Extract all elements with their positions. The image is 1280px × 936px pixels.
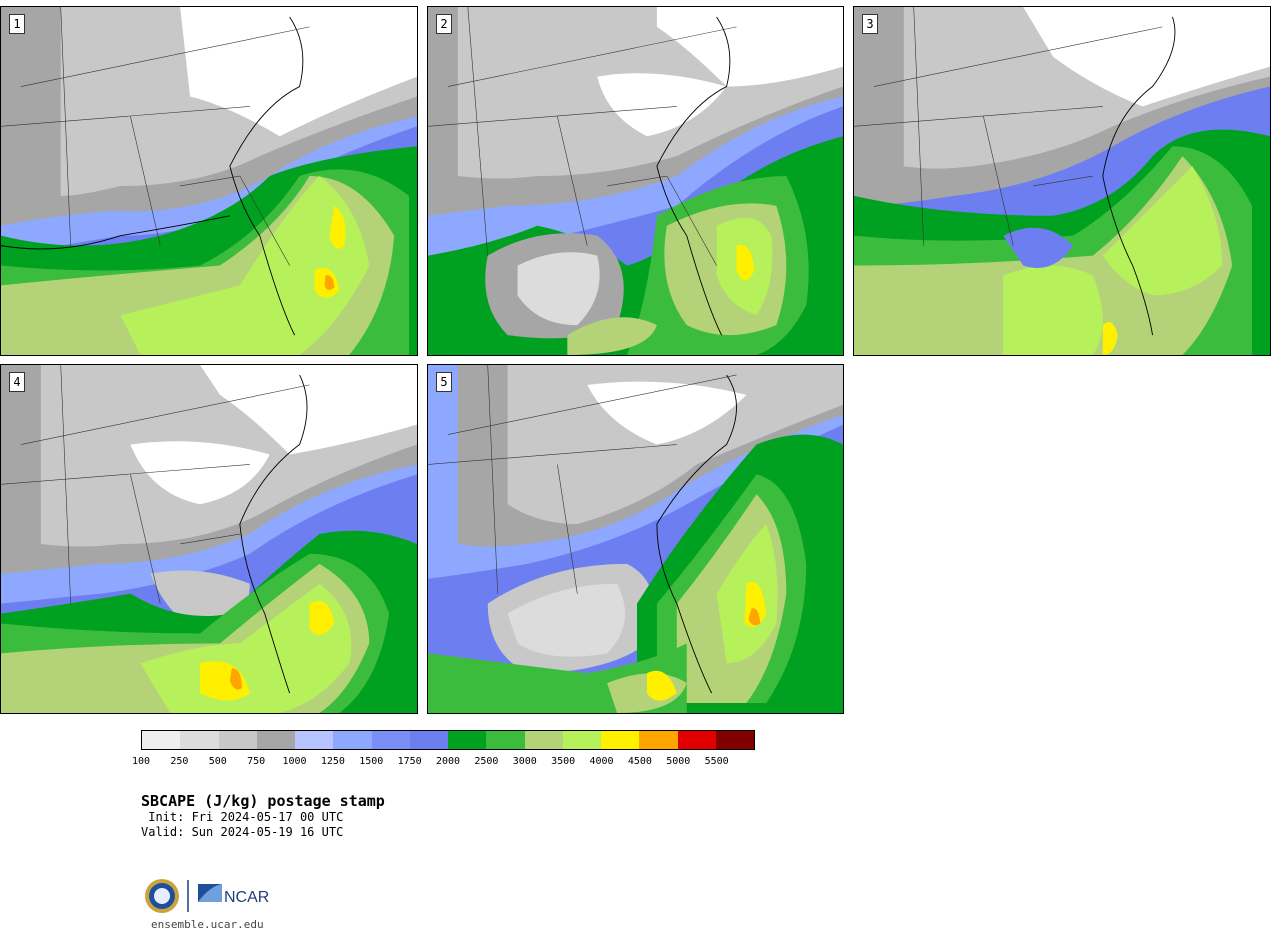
colorbar-tick-label: 5000 <box>666 756 691 767</box>
chart-title: SBCAPE (J/kg) postage stamp <box>141 792 385 810</box>
map-panel-4-graphic <box>1 365 417 713</box>
colorbar-swatch <box>639 731 678 749</box>
panel-number: 5 <box>436 372 452 392</box>
colorbar <box>141 730 755 750</box>
colorbar-tick-label: 1000 <box>282 756 307 767</box>
colorbar-swatch <box>256 731 295 749</box>
panel-number: 4 <box>9 372 25 392</box>
colorbar-swatch <box>409 731 448 749</box>
colorbar-swatch <box>601 731 640 749</box>
map-panel-5-graphic <box>428 365 843 713</box>
nsf-seal-icon: NCAR <box>145 879 269 913</box>
panel-number: 3 <box>862 14 878 34</box>
colorbar-tick-label: 1750 <box>397 756 422 767</box>
colorbar-swatch <box>524 731 563 749</box>
map-panel-2: 2 <box>427 6 844 356</box>
map-panel-1: 1 <box>0 6 418 356</box>
colorbar-tick-label: 3500 <box>551 756 576 767</box>
colorbar-swatch <box>371 731 410 749</box>
map-panel-4: 4 <box>0 364 418 714</box>
colorbar-swatch <box>180 731 219 749</box>
map-panel-3-graphic <box>854 7 1270 355</box>
colorbar-swatch <box>677 731 716 749</box>
colorbar-swatch <box>295 731 334 749</box>
colorbar-tick-label: 5500 <box>704 756 729 767</box>
colorbar-swatch <box>142 731 181 749</box>
colorbar-tick-label: 1500 <box>359 756 384 767</box>
map-panel-3: 3 <box>853 6 1271 356</box>
init-time: Init: Fri 2024-05-17 00 UTC <box>141 810 344 824</box>
colorbar-swatch <box>333 731 372 749</box>
colorbar-tick-label: 250 <box>170 756 189 767</box>
colorbar-tick-label: 2000 <box>435 756 461 767</box>
colorbar-tick-label: 4000 <box>589 756 614 767</box>
colorbar-tick-label: 4500 <box>627 756 652 767</box>
colorbar-tick-label: 750 <box>247 756 266 767</box>
panel-number: 2 <box>436 14 452 34</box>
colorbar-tick-label: 100 <box>131 756 151 767</box>
ncar-logo-text: NCAR <box>224 889 269 906</box>
colorbar-swatch <box>218 731 257 749</box>
colorbar-swatch <box>448 731 487 749</box>
colorbar-tick-label: 2500 <box>474 756 499 767</box>
map-panel-2-graphic <box>428 7 843 355</box>
colorbar-tick-label: 1250 <box>320 756 345 767</box>
valid-time: Valid: Sun 2024-05-19 16 UTC <box>141 825 344 839</box>
colorbar-swatch <box>486 731 525 749</box>
colorbar-swatch <box>562 731 601 749</box>
website-url: ensemble.ucar.edu <box>151 918 264 931</box>
colorbar-swatch <box>715 731 754 749</box>
logos: NCAR <box>144 876 274 916</box>
colorbar-tick-label: 3000 <box>512 756 537 767</box>
panel-number: 1 <box>9 14 25 34</box>
map-panel-5: 5 <box>427 364 844 714</box>
map-panel-1-graphic <box>1 7 417 355</box>
colorbar-tick-label: 500 <box>208 756 227 767</box>
colorbar-tick-labels: 100 250 500 750 1000 1250 1500 1750 2000 2500 3000… <box>132 756 755 770</box>
